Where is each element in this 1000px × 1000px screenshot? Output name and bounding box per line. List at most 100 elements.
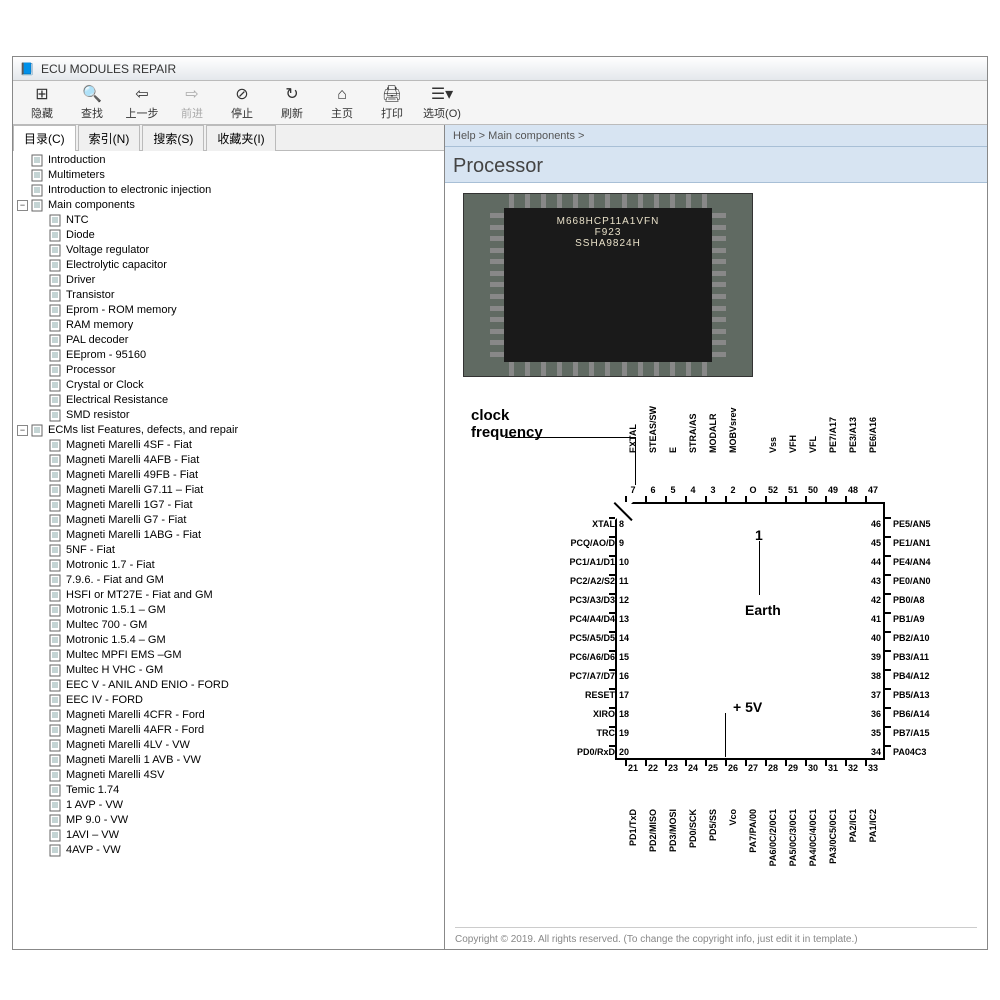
chip-marking-3: SSHA9824H bbox=[575, 238, 641, 249]
tree-item[interactable]: EEC V - ANIL AND ENIO - FORD bbox=[35, 678, 444, 693]
tree-item[interactable]: SMD resistor bbox=[35, 408, 444, 423]
document-icon bbox=[49, 334, 62, 347]
document-icon bbox=[49, 784, 62, 797]
find-button[interactable]: 🔍查找 bbox=[69, 83, 115, 123]
tree-folder[interactable]: −ECMs list Features, defects, and repair bbox=[17, 423, 444, 438]
document-icon bbox=[49, 319, 62, 332]
tree-item[interactable]: HSFI or MT27E - Fiat and GM bbox=[35, 588, 444, 603]
forward-button: ⇨前进 bbox=[169, 83, 215, 123]
pin-labels-bottom: PD1/TxDPD2/MISOPD3/MOSIPD0/SCKPD5/SSVcoP… bbox=[623, 781, 883, 857]
document-icon bbox=[49, 214, 62, 227]
pin-labels-left: XTALPCQ/AO/DPC1/A1/D1PC2/A2/S2PC3/A3/D3P… bbox=[543, 515, 615, 762]
tab[interactable]: 目录(C) bbox=[13, 125, 76, 151]
tab[interactable]: 搜索(S) bbox=[142, 125, 204, 151]
document-icon bbox=[49, 259, 62, 272]
document-icon bbox=[49, 364, 62, 377]
tree-item[interactable]: Multec MPFI EMS –GM bbox=[35, 648, 444, 663]
document-icon bbox=[49, 619, 62, 632]
tree-item[interactable]: MP 9.0 - VW bbox=[35, 813, 444, 828]
document-icon bbox=[31, 199, 44, 212]
help-window: 📘 ECU MODULES REPAIR ⊞隐藏🔍查找⇦上一步⇨前进⊘停止↻刷新… bbox=[12, 56, 988, 950]
tree-item[interactable]: Magneti Marelli 4SV bbox=[35, 768, 444, 783]
tree-item[interactable]: Magneti Marelli 4AFR - Ford bbox=[35, 723, 444, 738]
document-icon bbox=[49, 769, 62, 782]
tree-item[interactable]: Motronic 1.5.1 – GM bbox=[35, 603, 444, 618]
tree-item[interactable]: Voltage regulator bbox=[35, 243, 444, 258]
tree-item[interactable]: EEprom - 95160 bbox=[35, 348, 444, 363]
document-icon bbox=[31, 184, 44, 197]
tree-item[interactable]: Transistor bbox=[35, 288, 444, 303]
nav-tabs: 目录(C)索引(N)搜索(S)收藏夹(I) bbox=[13, 125, 444, 151]
options-button[interactable]: ☰▾选项(O) bbox=[419, 83, 465, 123]
contents-tree: IntroductionMultimetersIntroduction to e… bbox=[15, 153, 444, 858]
back-button[interactable]: ⇦上一步 bbox=[119, 83, 165, 123]
document-icon bbox=[49, 229, 62, 242]
tree-item[interactable]: Magneti Marelli 4SF - Fiat bbox=[35, 438, 444, 453]
chip-marking-1: M668HCP11A1VFN bbox=[557, 216, 660, 227]
document-icon bbox=[49, 664, 62, 677]
tree-item[interactable]: Magneti Marelli G7.11 – Fiat bbox=[35, 483, 444, 498]
document-icon bbox=[49, 244, 62, 257]
tree-item[interactable]: Temic 1.74 bbox=[35, 783, 444, 798]
document-icon bbox=[49, 559, 62, 572]
tab[interactable]: 索引(N) bbox=[78, 125, 141, 151]
stop-button[interactable]: ⊘停止 bbox=[219, 83, 265, 123]
tree-item[interactable]: 1 AVP - VW bbox=[35, 798, 444, 813]
expand-icon[interactable]: − bbox=[17, 200, 28, 211]
tree-item[interactable]: Magneti Marelli 4LV - VW bbox=[35, 738, 444, 753]
tree-item[interactable]: Diode bbox=[35, 228, 444, 243]
print-button[interactable]: 🖨打印 bbox=[369, 83, 415, 123]
document-icon bbox=[49, 739, 62, 752]
tree-item[interactable]: Magneti Marelli 1ABG - Fiat bbox=[35, 528, 444, 543]
document-icon bbox=[49, 544, 62, 557]
tree-item[interactable]: Magneti Marelli G7 - Fiat bbox=[35, 513, 444, 528]
document-icon bbox=[49, 529, 62, 542]
tree-scroll[interactable]: IntroductionMultimetersIntroduction to e… bbox=[13, 151, 444, 949]
pin-numbers-bottom: 21222324252627282930313233 bbox=[623, 763, 883, 773]
tree-item[interactable]: Magneti Marelli 1 AVB - VW bbox=[35, 753, 444, 768]
pin-labels-right: PE5/AN5PE1/AN1PE4/AN4PE0/AN0PB0/A8PB1/A9… bbox=[893, 515, 931, 762]
document-icon bbox=[49, 289, 62, 302]
tree-item[interactable]: Introduction to electronic injection bbox=[17, 183, 444, 198]
document-icon bbox=[49, 274, 62, 287]
tree-item[interactable]: 7.9.6. - Fiat and GM bbox=[35, 573, 444, 588]
tree-item[interactable]: 1AVI – VW bbox=[35, 828, 444, 843]
tree-item[interactable]: Magneti Marelli 49FB - Fiat bbox=[35, 468, 444, 483]
tree-item[interactable]: Driver bbox=[35, 273, 444, 288]
document-icon bbox=[49, 754, 62, 767]
tree-item[interactable]: NTC bbox=[35, 213, 444, 228]
tree-item[interactable]: PAL decoder bbox=[35, 333, 444, 348]
tree-item[interactable]: Motronic 1.7 - Fiat bbox=[35, 558, 444, 573]
tree-item[interactable]: Electrical Resistance bbox=[35, 393, 444, 408]
expand-icon[interactable]: − bbox=[17, 425, 28, 436]
home-button[interactable]: ⌂主页 bbox=[319, 83, 365, 123]
tree-item[interactable]: Eprom - ROM memory bbox=[35, 303, 444, 318]
document-icon bbox=[49, 844, 62, 857]
tree-item[interactable]: Multec H VHC - GM bbox=[35, 663, 444, 678]
document-icon bbox=[49, 469, 62, 482]
tree-folder[interactable]: −Main components bbox=[17, 198, 444, 213]
document-icon bbox=[49, 394, 62, 407]
document-icon bbox=[49, 814, 62, 827]
tree-item[interactable]: 4AVP - VW bbox=[35, 843, 444, 858]
tree-item[interactable]: 5NF - Fiat bbox=[35, 543, 444, 558]
tree-item[interactable]: EEC IV - FORD bbox=[35, 693, 444, 708]
document-icon bbox=[31, 154, 44, 167]
tree-item[interactable]: Magneti Marelli 4AFB - Fiat bbox=[35, 453, 444, 468]
tree-item[interactable]: Processor bbox=[35, 363, 444, 378]
body-split: 目录(C)索引(N)搜索(S)收藏夹(I) IntroductionMultim… bbox=[13, 125, 987, 949]
hide-button[interactable]: ⊞隐藏 bbox=[19, 83, 65, 123]
tree-item[interactable]: Magneti Marelli 1G7 - Fiat bbox=[35, 498, 444, 513]
tree-item[interactable]: Multec 700 - GM bbox=[35, 618, 444, 633]
tab[interactable]: 收藏夹(I) bbox=[206, 125, 275, 151]
tree-item[interactable]: Multimeters bbox=[17, 168, 444, 183]
tree-item[interactable]: Introduction bbox=[17, 153, 444, 168]
pin-numbers-top: 765432O525150494847 bbox=[623, 485, 883, 495]
refresh-button[interactable]: ↻刷新 bbox=[269, 83, 315, 123]
tree-item[interactable]: RAM memory bbox=[35, 318, 444, 333]
tree-item[interactable]: Crystal or Clock bbox=[35, 378, 444, 393]
tree-item[interactable]: Motronic 1.5.4 – GM bbox=[35, 633, 444, 648]
document-icon bbox=[49, 604, 62, 617]
tree-item[interactable]: Electrolytic capacitor bbox=[35, 258, 444, 273]
tree-item[interactable]: Magneti Marelli 4CFR - Ford bbox=[35, 708, 444, 723]
